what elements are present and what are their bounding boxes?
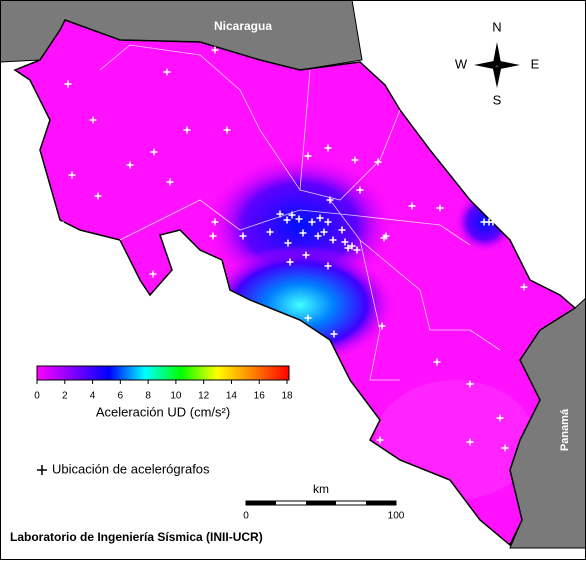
colorbar [36,365,290,381]
station-marker [338,226,346,234]
station-marker [344,244,352,252]
scale-tick-label: 0 [243,511,249,522]
station-marker [149,270,157,278]
station-marker [314,232,322,240]
coastline [13,19,577,547]
compass-label: S [493,92,502,107]
station-marker [64,80,72,88]
station-marker [378,322,386,330]
colorbar-tick-label: 0 [34,391,40,402]
colorbar-tick-label: 4 [90,391,96,402]
station-marker [239,232,247,240]
station-marker [163,68,171,76]
station-marker [380,234,388,242]
station-marker [320,228,328,236]
colorbar-tick-label: 14 [226,391,238,402]
station-marker [288,211,296,219]
station-marker [211,218,219,226]
country-label: Panamá [559,408,571,451]
station-marker [466,380,474,388]
station-marker [308,218,316,226]
station-marker [209,232,217,240]
scale-tick-label: 100 [388,511,405,522]
station-marker [496,414,504,422]
legend-marker [37,465,47,475]
station-marker [283,216,291,224]
station-marker [150,148,158,156]
station-marker [356,186,364,194]
station-marker [302,251,310,259]
station-marker [341,238,349,246]
station-marker [324,144,332,152]
colorbar-tick-label: 8 [145,391,151,402]
compass-label: E [531,56,540,71]
station-marker [436,204,444,212]
station-marker [353,246,361,254]
station-marker [520,283,528,291]
station-marker [324,218,332,226]
station-marker [276,210,284,218]
colorbar-label: Aceleración UD (cm/s²) [96,404,230,419]
compass-label: N [492,19,501,34]
station-marker [374,158,382,166]
scale-bar [245,500,397,506]
province-borders [99,44,501,381]
colorbar-tick-label: 6 [118,391,124,402]
colorbar-tick-label: 16 [254,391,266,402]
station-marker [316,214,324,222]
station-marker [501,444,509,452]
station-marker [166,178,174,186]
station-marker [330,330,338,338]
scale-unit: km [313,482,329,496]
colorbar-tick-label: 12 [198,391,210,402]
station-marker [223,126,231,134]
station-marker [408,202,416,210]
station-marker [59,221,67,229]
station-marker [295,215,303,223]
station-marker [376,436,384,444]
station-marker [211,46,219,54]
legend-label: Ubicación de acelerógrafos [52,461,210,476]
station-marker [183,126,191,134]
station-marker [304,314,312,322]
station-marker [89,116,97,124]
colorbar-tick-label: 18 [281,391,293,402]
colorbar-tick-label: 10 [170,391,182,402]
country-label: Nicaragua [214,19,272,33]
station-marker [489,218,497,226]
compass-label: W [455,56,468,71]
station-marker [351,156,359,164]
stations [59,46,528,452]
station-marker [68,171,76,179]
credit: Laboratorio de Ingeniería Sísmica (INII-… [10,530,263,544]
station-marker [326,196,334,204]
station-marker [433,358,441,366]
station-marker [284,239,292,247]
station-marker [126,161,134,169]
station-marker [466,438,474,446]
station-marker [266,228,274,236]
station-marker [304,152,312,160]
station-marker [299,229,307,237]
compass: N S W E [455,19,540,107]
colorbar-tick-label: 2 [62,391,68,402]
station-marker [286,258,294,266]
station-marker [348,242,356,250]
station-marker [324,262,332,270]
station-marker [94,192,102,200]
station-marker [329,236,337,244]
